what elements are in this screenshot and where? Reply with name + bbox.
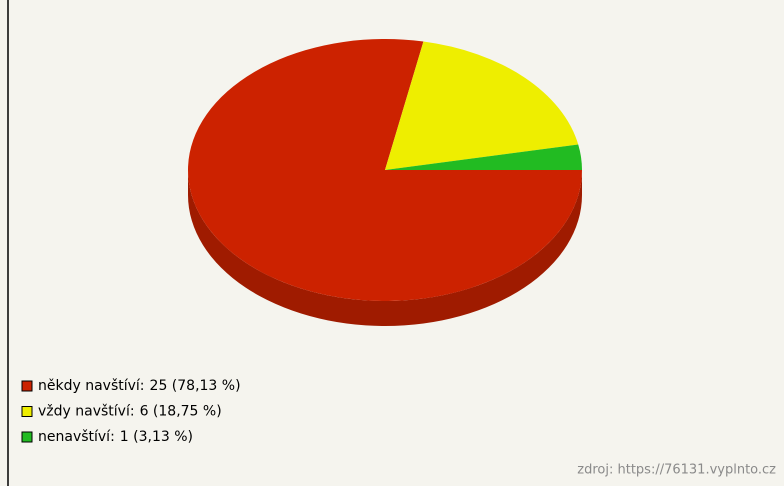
pie-slice [188, 38, 582, 302]
legend-label: vždy navštíví: [38, 404, 135, 420]
legend-swatch [21, 406, 33, 417]
legend-entry: někdy navštíví: 25 (78,13 %) [38, 378, 241, 394]
legend-swatch [21, 380, 33, 392]
legend-label: nenavštíví: [38, 429, 115, 445]
legend-value: 25 (78,13 %) [150, 378, 241, 394]
pie-side [188, 170, 582, 326]
legend-value: 6 (18,75 %) [140, 404, 222, 420]
source: zdroj: https://76131.vyplnto.cz [577, 463, 776, 478]
legend-entry: vždy navštíví: 6 (18,75 %) [38, 404, 222, 420]
legend-value: 1 (3,13 %) [120, 429, 193, 445]
pie-slice [385, 144, 582, 170]
legend-swatch [21, 431, 33, 443]
legend-label: někdy navštíví: [38, 378, 145, 394]
legend-entry: nenavštíví: 1 (3,13 %) [38, 429, 193, 445]
pie-slice [385, 41, 579, 171]
